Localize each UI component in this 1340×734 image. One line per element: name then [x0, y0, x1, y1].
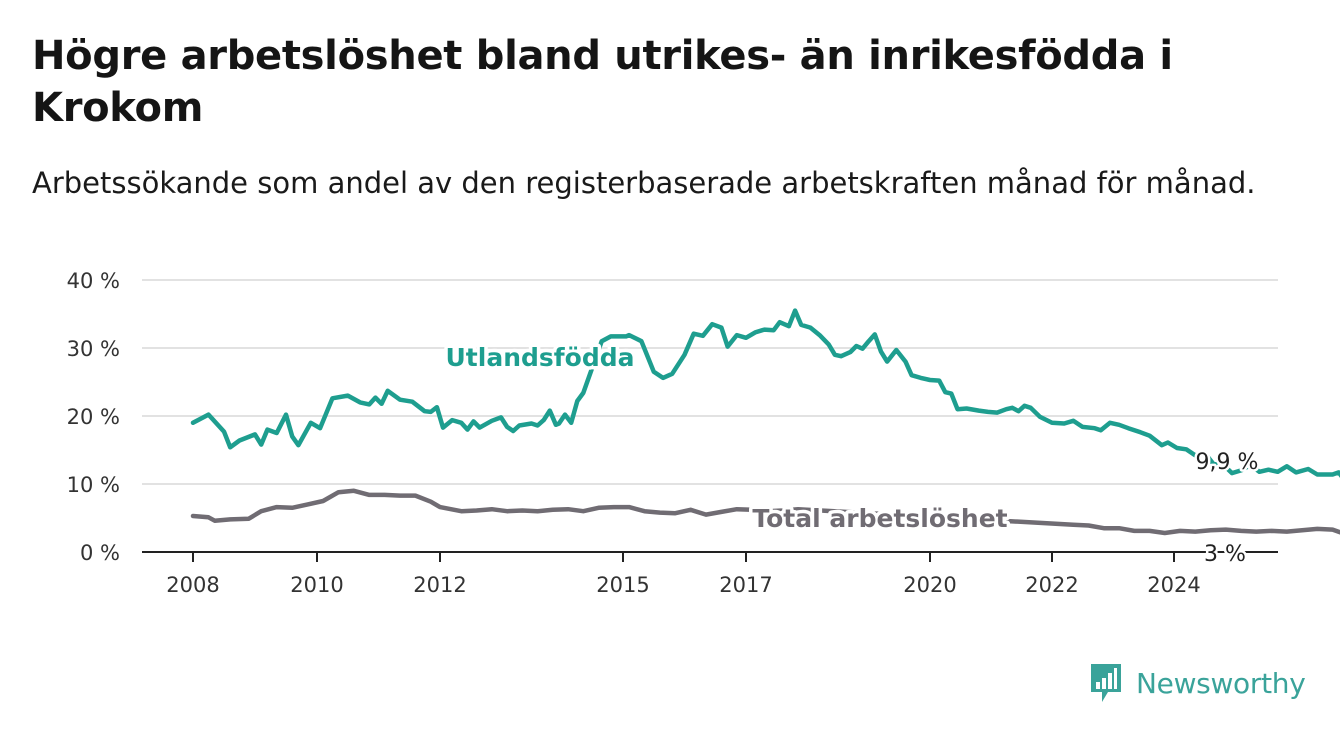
y-tick-label: 10 %: [67, 473, 120, 497]
grid-lines: [142, 279, 1278, 553]
series-line-utlandsfodda: [190, 308, 1340, 478]
x-tick-label: 2012: [413, 573, 466, 597]
brand-logo: Newsworthy: [1088, 660, 1306, 706]
series-label: Total arbetslöshet: [752, 504, 1007, 533]
series-end-label: 3 %: [1204, 542, 1246, 567]
x-tick-label: 2010: [290, 573, 343, 597]
x-tick-label: 2022: [1025, 573, 1078, 597]
brand-name: Newsworthy: [1136, 666, 1306, 700]
x-tick-label: 2015: [596, 573, 649, 597]
series-label: Utlandsfödda: [446, 343, 635, 372]
x-tick-label: 2008: [166, 573, 219, 597]
x-tick-label: 2024: [1147, 573, 1200, 597]
y-tick-label: 20 %: [67, 405, 120, 429]
series-lines: [190, 308, 1340, 536]
x-axis-ticks: 2008 2010 2012 2015 2017 2020 2022 2024: [166, 552, 1201, 597]
x-tick-label: 2020: [903, 573, 956, 597]
y-tick-label: 30 %: [67, 337, 120, 361]
series-labels: Utlandsfödda 9,9 % Total arbetslöshet 3 %: [442, 340, 1261, 570]
series-end-label: 9,9 %: [1196, 450, 1259, 475]
series-line-total: [190, 488, 1340, 536]
chart-subtitle: Arbetssökande som andel av den registerb…: [32, 166, 1256, 200]
newsworthy-logo-icon: [1091, 664, 1121, 702]
chart-title: Högre arbetslöshet bland utrikes- än inr…: [32, 33, 1173, 131]
y-tick-label: 40 %: [67, 269, 120, 293]
y-axis-ticks: 0 % 10 % 20 % 30 % 40 %: [67, 269, 120, 565]
y-tick-label: 0 %: [80, 541, 120, 565]
x-tick-label: 2017: [719, 573, 772, 597]
